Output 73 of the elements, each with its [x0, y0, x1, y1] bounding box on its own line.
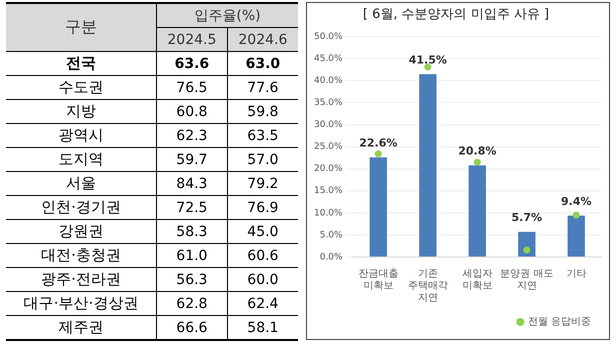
y-tick-label: 강원권	[6, 220, 156, 244]
y-tick-label: 30.0%	[314, 120, 344, 130]
point	[523, 246, 530, 254]
y-tick-label: 제주권	[6, 316, 156, 340]
y-tick-label: 50.0%	[314, 32, 344, 42]
y-tick-label: 수도권	[6, 76, 156, 100]
bar	[370, 157, 387, 256]
point	[572, 212, 580, 219]
data-label: 61.0	[156, 244, 228, 268]
y-tick-label: 15.0%	[314, 186, 344, 196]
y-tick-label: 35.0%	[314, 98, 344, 108]
data-label: 9.4%	[561, 194, 592, 208]
data-label: 22.6%	[359, 136, 398, 150]
x-tick-label: 세입자 미확보	[462, 268, 492, 292]
y-tick-label: 대전·충청권	[6, 244, 156, 268]
data-label: 45.0	[227, 220, 298, 244]
bar	[419, 74, 436, 256]
data-label: 56.3	[156, 268, 228, 292]
bar	[468, 165, 486, 256]
data-label: 62.8	[156, 292, 228, 316]
y-tick-label: 서울	[6, 172, 156, 196]
y-tick-label: 대구·부산·경상권	[6, 292, 156, 316]
y-tick-label: 10.0%	[314, 208, 344, 218]
data-label: 62.4	[227, 292, 298, 316]
data-label: 60.6	[227, 244, 298, 268]
y-tick-label: 인천·경기권	[6, 196, 156, 220]
data-label: 41.5%	[408, 53, 447, 66]
point	[424, 64, 432, 71]
data-label: 20.8%	[458, 144, 496, 158]
point	[374, 150, 382, 158]
data-label: 76.9	[227, 196, 298, 220]
y-tick-label: 45.0%	[314, 54, 344, 64]
y-tick-label: 광주·전라권	[6, 268, 156, 292]
data-label: 63.5	[227, 124, 298, 148]
legend-label: 전월 응답비중	[528, 316, 592, 328]
y-tick-label: 광역시	[6, 124, 156, 148]
data-label: 57.0	[227, 148, 298, 172]
point	[474, 158, 481, 166]
data-label: 5.7%	[512, 211, 542, 224]
data-label: 62.3	[156, 124, 228, 148]
chart-title: [ 6월, 수분양자의 미입주 사유 ]	[362, 7, 550, 22]
data-label: 60.0	[227, 268, 298, 292]
data-label: 76.5	[156, 76, 228, 100]
x-tick-label: 2024.5	[156, 28, 228, 52]
data-label: 58.3	[156, 220, 228, 244]
data-label: 72.5	[156, 196, 228, 220]
data-label: 60.8	[156, 100, 228, 124]
x-tick-label: 기존 주택매각 지연	[408, 268, 448, 304]
x-tick-label: 기타	[566, 268, 586, 280]
x-tick-label: 분양권 매도 지연	[500, 268, 554, 292]
y-tick-label: 40.0%	[314, 76, 344, 86]
y-tick-label: 25.0%	[314, 142, 344, 152]
data-label: 58.1	[227, 316, 298, 340]
data-label: 63.6	[156, 52, 228, 76]
x-tick-label: 2024.6	[227, 28, 298, 52]
y-tick-label: 전국	[6, 52, 156, 76]
y-tick-label: 도지역	[6, 148, 156, 172]
y-tick-label: 0.0%	[320, 252, 344, 262]
data-label: 77.6	[227, 76, 298, 100]
data-label: 79.2	[227, 172, 298, 196]
x-tick-label: 잔금대출 미확보	[358, 268, 398, 292]
chart-title: 입주율(%)	[156, 3, 298, 28]
y-tick-label: 지방	[6, 100, 156, 124]
data-label: 63.0	[227, 52, 298, 76]
data-label: 84.3	[156, 172, 228, 196]
y-tick-label: 20.0%	[314, 164, 344, 174]
y-tick-label: 5.0%	[320, 230, 344, 240]
data-label: 59.7	[156, 148, 228, 172]
bar	[518, 232, 536, 256]
data-label: 59.8	[227, 100, 298, 124]
data-label: 66.6	[156, 316, 228, 340]
y-axis-title: 구분	[6, 3, 156, 52]
bar	[568, 216, 585, 256]
